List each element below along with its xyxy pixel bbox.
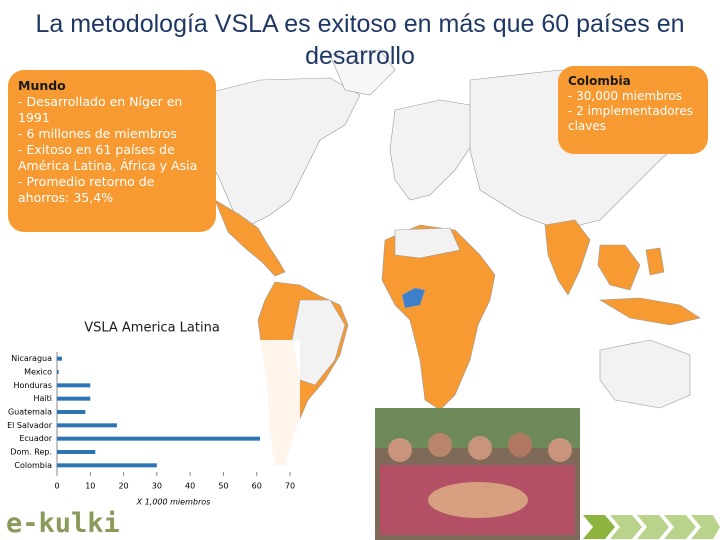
y-tick-label: Haiti (34, 394, 53, 403)
x-tick-label: 60 (252, 482, 262, 491)
y-tick-label: Mexico (24, 368, 52, 377)
colombia-heading: Colombia (568, 74, 631, 88)
logo: e-kulki (6, 508, 120, 539)
x-tick-label: 70 (285, 482, 295, 491)
x-tick-label: 30 (152, 482, 162, 491)
photo (375, 408, 580, 540)
y-tick-label: Dom. Rep. (10, 448, 52, 457)
world-line: - 6 millones de miembros (18, 126, 177, 141)
chart-title: VSLA America Latina (84, 321, 220, 336)
y-tick-label: Honduras (14, 381, 53, 390)
bar (57, 436, 261, 441)
colombia-box: Colombia - 30,000 miembros - 2 implementa… (558, 66, 708, 154)
bar (57, 423, 117, 428)
y-tick-label: Ecuador (19, 434, 52, 443)
world-line: - Exitoso en 61 países de América Latina… (18, 142, 198, 173)
bar (57, 463, 157, 468)
footer-arrows (583, 515, 720, 539)
y-tick-label: Guatemala (8, 408, 52, 417)
world-line: - Promedio retorno de ahorros: 35,4% (18, 174, 155, 205)
world-map (199, 49, 701, 466)
bar (57, 410, 86, 414)
x-tick-label: 20 (118, 482, 128, 491)
x-tick-label: 40 (185, 482, 195, 491)
chart-bg (0, 340, 300, 510)
x-tick-label: 50 (218, 482, 228, 491)
bar (57, 450, 96, 454)
bar (57, 383, 91, 388)
bar (57, 370, 59, 374)
bar (57, 396, 91, 401)
world-line: - Desarrollado en Níger en 1991 (18, 94, 183, 125)
x-axis-label: X 1,000 miembros (136, 498, 211, 507)
colombia-line: - 2 implementadores claves (568, 104, 693, 133)
x-tick-label: 0 (54, 482, 59, 491)
y-tick-label: Colombia (14, 461, 52, 470)
world-box: Mundo - Desarrollado en Níger en 1991- 6… (8, 70, 216, 232)
y-tick-label: El Salvador (7, 421, 53, 430)
y-tick-label: Nicaragua (11, 354, 52, 363)
slide-title: La metodología VSLA es exitoso en más qu… (35, 10, 685, 70)
colombia-line: - 30,000 miembros (568, 89, 682, 103)
x-tick-label: 10 (85, 482, 95, 491)
world-heading: Mundo (18, 78, 66, 93)
bar (57, 356, 62, 361)
